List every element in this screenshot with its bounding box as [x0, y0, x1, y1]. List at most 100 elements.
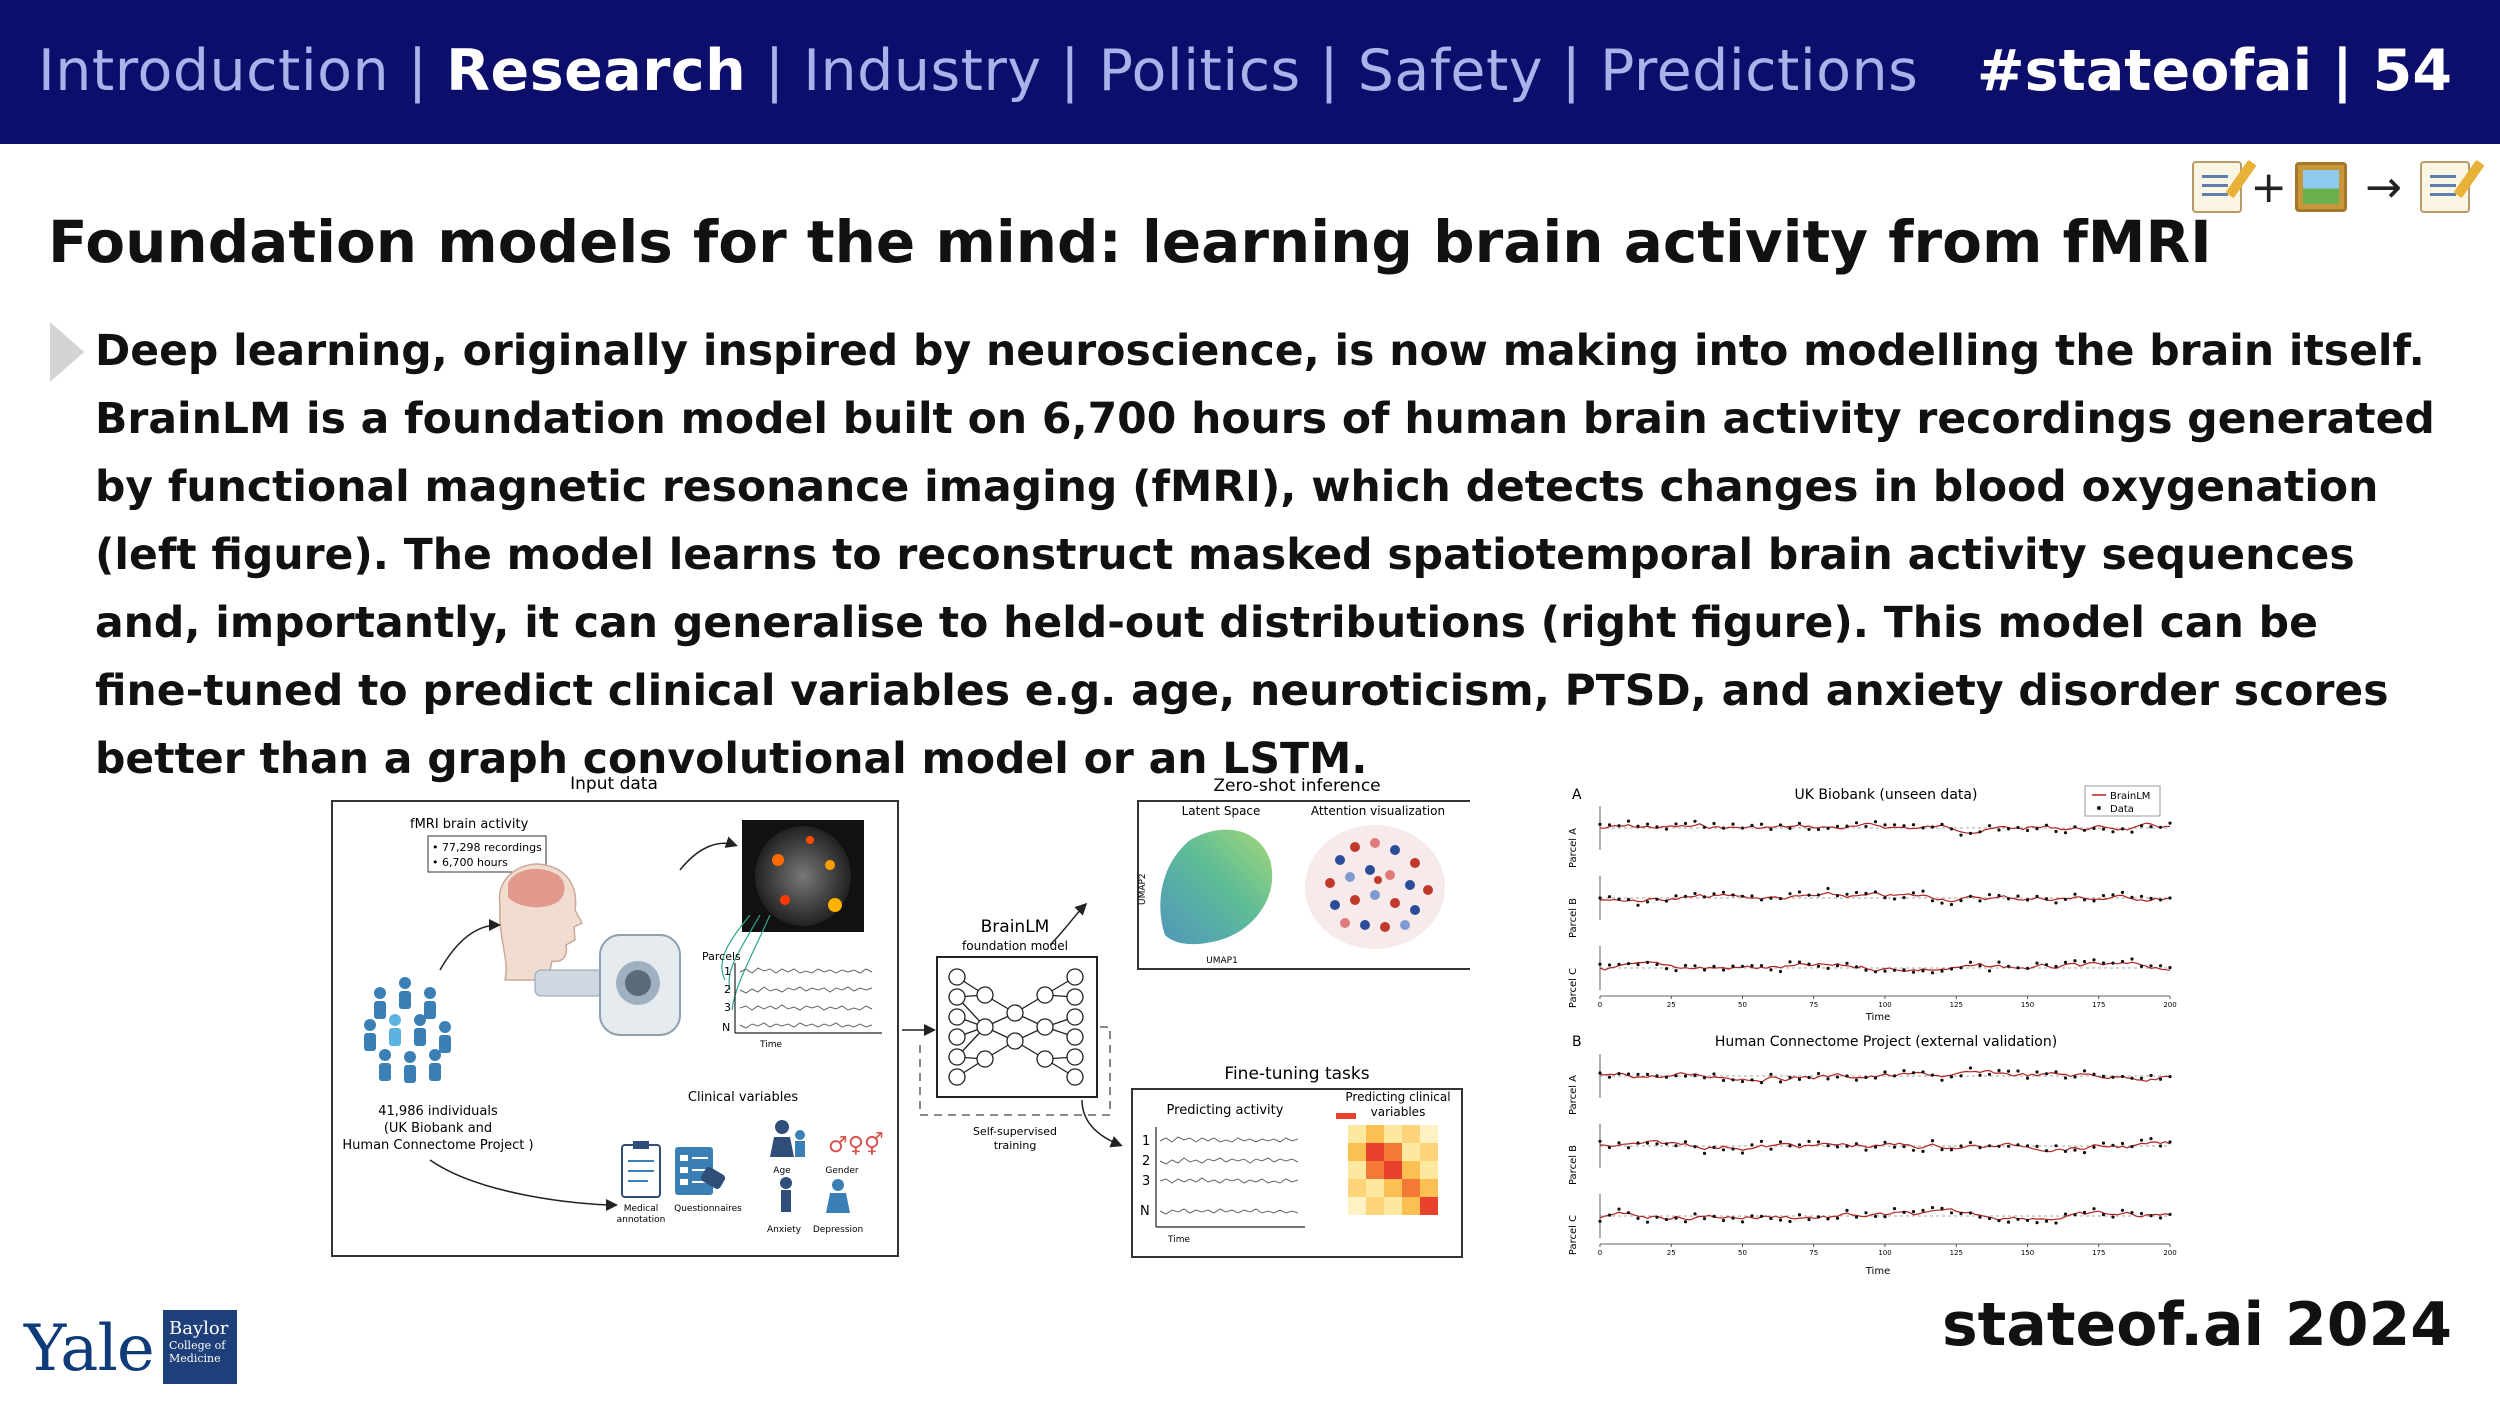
data-point	[1778, 1140, 1783, 1144]
parcel-a-label: Parcel A	[1568, 1075, 1579, 1115]
data-point	[1902, 896, 1906, 900]
brainlm-diagram: Input data fMRI brain activity • 77,298 …	[331, 774, 1475, 1258]
nav-item-introduction[interactable]: Introduction	[38, 38, 390, 104]
data-point	[1826, 966, 1830, 970]
x-tick-label: 175	[2092, 1249, 2105, 1257]
data-point	[1674, 894, 1678, 898]
data-point	[1845, 1144, 1849, 1148]
x-tick-label: 125	[1950, 1249, 1963, 1257]
data-point	[2073, 1148, 2077, 1152]
fmri-hours: • 6,700 hours	[432, 856, 508, 869]
data-point	[1968, 1141, 1973, 1145]
nav-item-predictions[interactable]: Predictions	[1600, 38, 1919, 104]
data-point	[2044, 1219, 2049, 1223]
data-point	[1940, 1148, 1944, 1152]
parcel-trace	[739, 986, 873, 994]
data-point	[1930, 971, 1935, 975]
data-point	[2035, 827, 2039, 831]
data-point	[1826, 1144, 1830, 1148]
x-tick-label: 0	[1598, 1001, 1602, 1009]
data-point	[2149, 825, 2153, 829]
data-point	[1626, 962, 1631, 966]
data-point	[1617, 1141, 1621, 1145]
data-point	[2092, 1145, 2096, 1149]
individuals-count: 41,986 individuals	[378, 1104, 498, 1119]
baylor-college: College of	[169, 1339, 226, 1352]
data-point	[1636, 1141, 1640, 1145]
x-tick-label: 150	[2021, 1001, 2034, 1009]
x-tick-label: 0	[1598, 1249, 1602, 1257]
data-point	[2054, 829, 2058, 834]
data-point	[2016, 1069, 2020, 1073]
self-supervised-label: Self-supervised	[973, 1125, 1057, 1138]
parcel-b-label: Parcel B	[1568, 898, 1579, 938]
data-point	[2139, 894, 2144, 898]
data-point	[2139, 964, 2144, 968]
data-point	[1854, 821, 1859, 825]
nav-item-industry[interactable]: Industry	[803, 38, 1042, 104]
data-point	[2168, 966, 2172, 970]
data-point	[1997, 828, 2001, 832]
data-point	[1892, 1207, 1897, 1211]
data-point	[1664, 827, 1669, 831]
data-point	[1949, 827, 1954, 831]
data-point	[1911, 1210, 1916, 1214]
nav-item-safety[interactable]: Safety	[1357, 38, 1544, 104]
brainlm-overview-figure: Input data fMRI brain activity • 77,298 …	[330, 765, 1475, 1260]
data-point	[1664, 1075, 1669, 1079]
ft-trace	[1159, 1208, 1299, 1215]
data-point	[1731, 893, 1735, 897]
data-point	[1617, 824, 1621, 828]
data-point	[1835, 1216, 1840, 1220]
data-point	[2054, 964, 2058, 968]
data-point	[1797, 960, 1802, 964]
data-point	[1873, 970, 1878, 974]
nav-item-research[interactable]: Research	[446, 38, 747, 104]
data-point	[2006, 964, 2011, 968]
data-point	[2120, 1074, 2125, 1079]
data-point	[1636, 1072, 1640, 1076]
nav-separator: |	[764, 38, 785, 104]
data-point	[2120, 890, 2125, 894]
data-point	[2092, 1072, 2096, 1076]
parcel-a-label: Parcel A	[1568, 828, 1579, 868]
baylor-name: Baylor	[169, 1318, 229, 1339]
baylor-logo: Baylor College of Medicine	[163, 1310, 237, 1384]
data-point	[1987, 893, 1992, 897]
data-point	[1816, 1215, 1821, 1219]
data-point	[1883, 969, 1887, 973]
nav-item-politics[interactable]: Politics	[1098, 38, 1301, 104]
parcel-number: 1	[724, 965, 731, 978]
data-point	[1721, 1148, 1726, 1152]
data-point	[1854, 890, 1859, 895]
memo-icon	[2420, 161, 2470, 213]
data-point	[2082, 898, 2087, 902]
parcel-c-label: Parcel C	[1568, 968, 1579, 1008]
bullet-triangle-icon	[50, 322, 84, 382]
data-point	[1731, 1216, 1735, 1220]
data-point	[2073, 1213, 2077, 1217]
data-point	[1712, 821, 1716, 826]
umap1-label: UMAP1	[1206, 956, 1238, 966]
x-tick-label: 75	[1809, 1001, 1818, 1009]
data-point	[1788, 1075, 1792, 1079]
parcels-label: Parcels	[702, 950, 741, 963]
data-point	[2082, 828, 2087, 832]
data-point	[1835, 824, 1840, 828]
data-point	[1949, 1075, 1954, 1079]
data-point	[2016, 894, 2020, 898]
brainlm-label: BrainLM	[981, 917, 1050, 937]
data-point	[1930, 825, 1935, 829]
data-point	[2168, 1140, 2172, 1144]
data-point	[2149, 964, 2153, 968]
head-profile-icon	[498, 863, 584, 981]
data-point	[1807, 1139, 1811, 1143]
data-point	[1788, 1219, 1792, 1224]
data-point	[1835, 894, 1840, 898]
data-point	[1826, 1217, 1830, 1221]
data-point	[2044, 897, 2049, 901]
data-point	[1997, 893, 2001, 898]
footer-brand: stateof.ai 2024	[1941, 1290, 2452, 1360]
data-point	[1683, 963, 1688, 968]
picture-icon	[2295, 162, 2348, 212]
